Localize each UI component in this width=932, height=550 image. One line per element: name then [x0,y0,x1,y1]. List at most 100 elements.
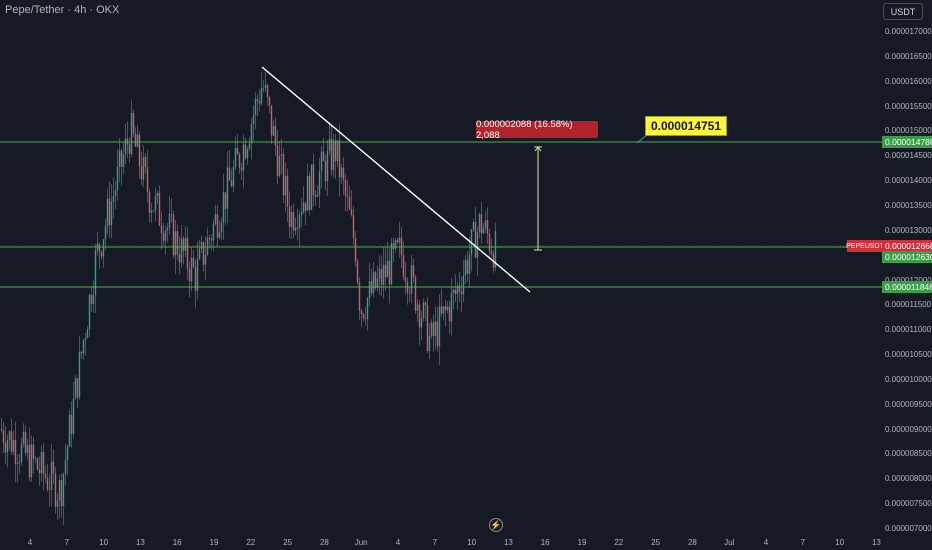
candle-body [408,292,411,294]
candle-body [366,298,369,320]
candle-body [250,123,253,144]
candle-body [356,261,359,283]
lightning-icon[interactable]: ⚡ [489,518,503,532]
candle-body [378,268,381,279]
candle-body [494,231,497,268]
candle-body [130,113,133,155]
candle-body [348,196,351,210]
time-tick: 28 [319,538,329,547]
candle-body [302,202,305,213]
measure-arrow [534,146,542,152]
candle-body [446,306,449,311]
candle-body [374,272,377,288]
candle-body [152,210,155,212]
candle-body [316,194,319,197]
candle-body [330,138,333,171]
price-tick: 0.000015500 [885,101,932,111]
candle-body [328,138,331,151]
candle-body [204,254,207,265]
candle-body [460,291,463,295]
candle-body [40,451,43,474]
candle-body [384,264,387,278]
price-tick: 0.000015000 [885,126,932,136]
symbol-title: Pepe/Tether · 4h · OKX [5,4,120,16]
symbol-tag: PEPEUSDT [846,240,884,252]
candle-body [16,462,19,464]
time-tick: 19 [209,538,219,547]
target-price-callout[interactable]: 0.000014751 [645,116,727,136]
candles [0,71,497,526]
price-tick: 0.000012000 [885,275,932,285]
candle-body [464,260,467,276]
candle-body [424,302,427,306]
time-tick: 16 [172,538,182,547]
candle-body [312,164,315,195]
candle-body [106,198,109,227]
time-tick: 10 [467,538,477,547]
candle-body [454,289,457,295]
measure-label[interactable]: 0.000002088 (16.58%) 2,088 [476,119,598,141]
candle-body [310,164,313,210]
candle-body [184,238,187,251]
candle-body [28,445,31,478]
candle-body [458,285,461,292]
candle-body [100,251,103,257]
time-tick: 7 [800,538,806,547]
trendline[interactable] [261,66,531,293]
price-tick: 0.000017000 [885,27,932,36]
candle-body [122,154,125,167]
candle-body [158,192,161,226]
candle-body [30,444,33,478]
candle-body [22,431,25,444]
resistance-price-label: 0.000014788 [882,136,932,148]
currency-selector[interactable]: USDT [883,3,923,20]
candle-body [442,306,445,314]
candle-body [0,428,3,431]
candle-body [8,431,11,441]
price-tick: 0.000008500 [885,449,932,459]
candle-body [176,231,179,255]
candle-body [160,225,163,234]
candle-body [350,209,353,215]
candle-body [268,97,271,106]
time-tick: 4 [27,538,33,547]
candle-body [52,461,55,474]
candle-body [202,242,205,265]
price-tick: 0.000011500 [885,300,932,310]
candle-body [482,228,485,234]
time-tick: 16 [540,538,550,547]
candle-body [484,220,487,229]
candle-body [134,133,137,147]
candle-body [444,306,447,311]
candle-body [86,329,89,339]
candle-body [220,222,223,232]
candle-body [216,214,219,238]
candle-body [290,212,293,227]
candle-body [426,305,429,351]
candle-body [438,306,441,347]
candle-body [136,134,139,147]
candle-body [168,213,171,228]
candle-body [210,239,213,241]
price-tick: 0.000009000 [885,424,932,434]
candle-body [60,480,63,507]
candle-body [34,458,37,460]
candle-body [178,254,181,263]
candle-body [6,440,9,453]
candle-body [394,240,397,249]
candle-body [468,255,471,274]
candle-body [358,282,361,311]
candle-body [64,460,67,475]
candle-body [94,250,97,296]
candle-body [212,223,215,241]
price-tick: 0.000009500 [885,399,932,409]
candle-body [362,314,365,319]
candle-body [58,480,61,501]
candle-body [46,477,49,490]
candle-body [456,285,459,295]
candle-body [150,210,153,213]
candle-body [38,469,41,474]
candle-body [218,231,221,238]
